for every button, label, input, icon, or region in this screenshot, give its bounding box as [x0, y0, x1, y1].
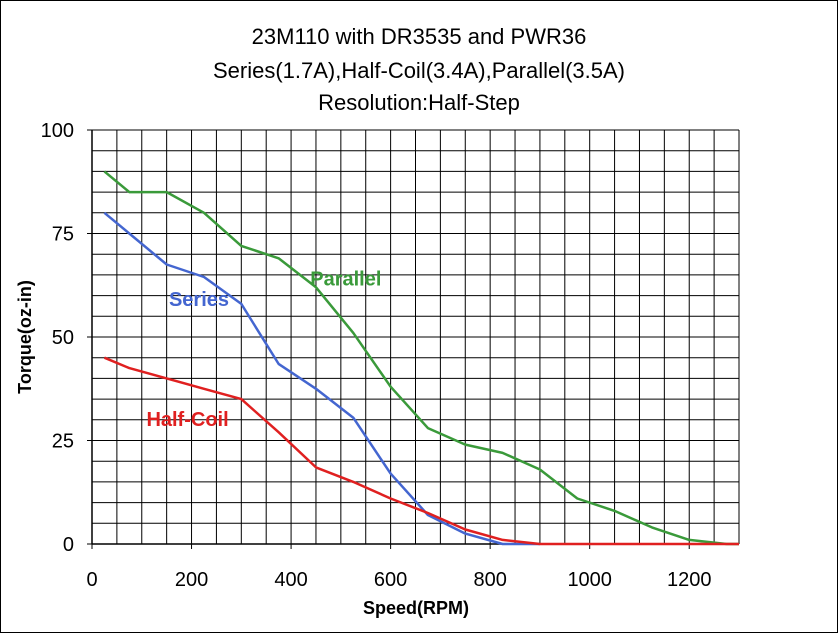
x-axis-label: Speed(RPM)	[363, 598, 469, 618]
series-label-series: Series	[169, 289, 229, 311]
x-tick-label: 400	[274, 569, 307, 591]
series-label-parallel: Parallel	[310, 268, 381, 290]
grid-lines	[92, 129, 740, 544]
series-line-half-coil	[103, 356, 739, 546]
x-tick-label: 600	[374, 569, 407, 591]
series-annotations: Parallel Series Half-Coil	[146, 268, 381, 431]
chart-title-line-2: Series(1.7A),Half-Coil(3.4A),Parallel(3.…	[212, 58, 626, 83]
series-line-series	[103, 211, 540, 546]
axes	[87, 129, 739, 549]
y-tick-label: 100	[41, 120, 74, 142]
x-tick-label: 0	[86, 569, 97, 591]
y-axis-label: Torque(oz-in)	[15, 280, 35, 394]
x-tick-label: 1200	[667, 569, 712, 591]
chart-title-line-3: Resolution:Half-Step	[318, 90, 520, 115]
series-label-half-coil: Half-Coil	[146, 409, 228, 431]
x-tick-label: 800	[473, 569, 506, 591]
chart-title-line-1: 23M110 with DR3535 and PWR36	[251, 24, 587, 49]
x-tick-label: 1000	[567, 569, 612, 591]
series-line-parallel	[103, 170, 739, 546]
y-tick-label: 50	[52, 327, 74, 349]
x-tick-label: 200	[175, 569, 208, 591]
y-tick-label: 75	[52, 224, 74, 246]
y-tick-label: 25	[52, 431, 74, 453]
series-lines	[103, 170, 739, 546]
y-tick-label: 0	[63, 534, 74, 556]
